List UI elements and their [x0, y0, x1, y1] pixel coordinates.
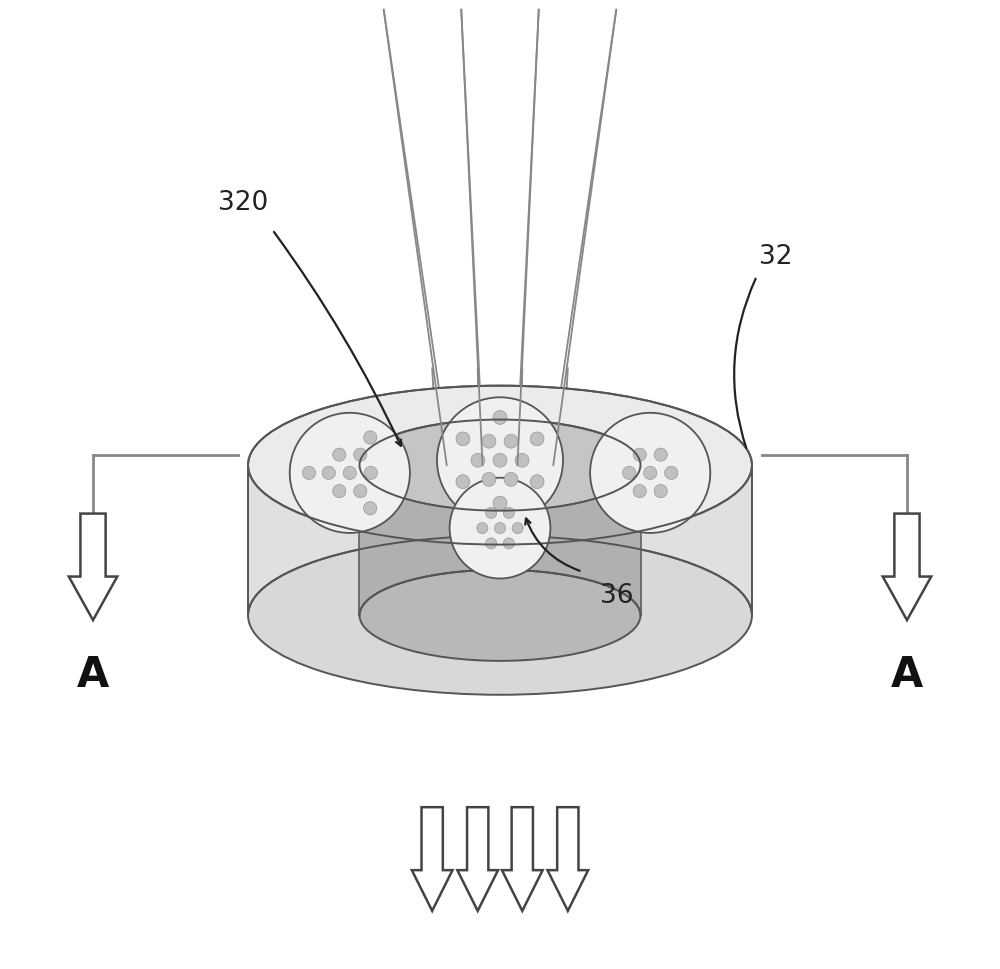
Circle shape [494, 522, 506, 534]
Circle shape [482, 473, 496, 486]
Circle shape [623, 466, 636, 480]
Circle shape [515, 453, 529, 467]
Text: A: A [891, 654, 923, 696]
Text: 36: 36 [600, 583, 633, 609]
Circle shape [493, 411, 507, 424]
Circle shape [590, 413, 710, 533]
Circle shape [290, 413, 410, 533]
Polygon shape [412, 807, 453, 911]
Circle shape [633, 484, 646, 498]
Text: 320: 320 [218, 191, 268, 216]
Circle shape [343, 466, 356, 480]
Ellipse shape [359, 570, 641, 661]
Circle shape [322, 466, 335, 480]
Polygon shape [502, 807, 543, 911]
Ellipse shape [248, 386, 752, 545]
Circle shape [486, 538, 497, 548]
Polygon shape [248, 465, 752, 695]
Text: 32: 32 [759, 244, 793, 269]
Circle shape [364, 502, 377, 515]
Circle shape [530, 475, 544, 488]
Circle shape [482, 434, 496, 448]
Circle shape [654, 448, 667, 461]
Circle shape [654, 484, 667, 498]
Circle shape [504, 434, 518, 448]
Circle shape [633, 448, 646, 461]
Circle shape [364, 431, 377, 444]
Circle shape [354, 448, 367, 461]
Polygon shape [69, 514, 117, 620]
Circle shape [530, 432, 544, 446]
Circle shape [504, 473, 518, 486]
Circle shape [333, 484, 346, 498]
Polygon shape [547, 807, 588, 911]
Circle shape [450, 478, 550, 578]
Circle shape [456, 432, 470, 446]
Circle shape [333, 448, 346, 461]
Circle shape [665, 466, 678, 480]
Circle shape [512, 522, 523, 534]
Polygon shape [359, 465, 641, 661]
Circle shape [493, 496, 507, 510]
Polygon shape [883, 514, 931, 620]
Circle shape [456, 475, 470, 488]
Circle shape [644, 466, 657, 480]
Circle shape [503, 508, 514, 518]
Circle shape [354, 484, 367, 498]
Circle shape [364, 466, 377, 480]
Text: A: A [77, 654, 109, 696]
Circle shape [486, 508, 497, 518]
Circle shape [302, 466, 316, 480]
Circle shape [477, 522, 488, 534]
Circle shape [471, 453, 485, 467]
Circle shape [503, 538, 514, 548]
Circle shape [437, 397, 563, 523]
Ellipse shape [359, 420, 641, 511]
Polygon shape [457, 807, 498, 911]
Ellipse shape [248, 536, 752, 695]
Circle shape [493, 453, 507, 467]
